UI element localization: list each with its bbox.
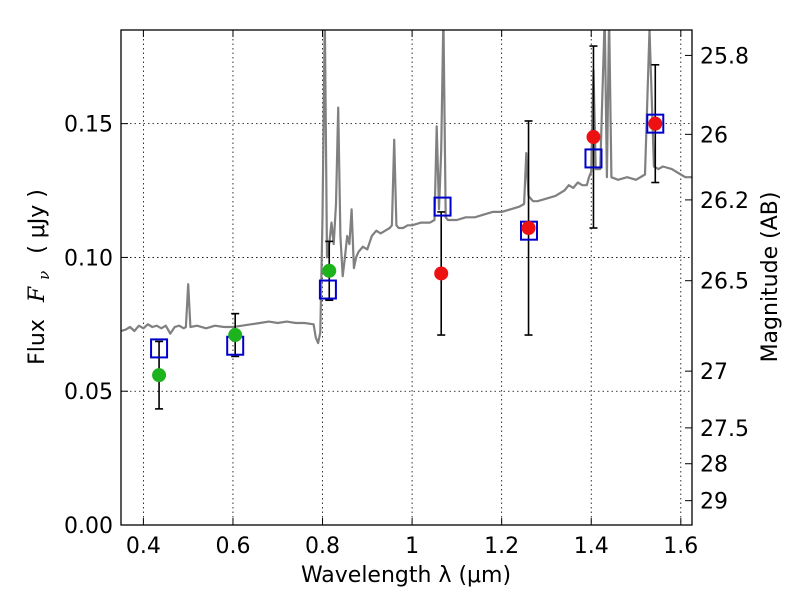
y2-tick-label: 27 <box>700 360 728 385</box>
observed-point <box>521 221 536 235</box>
y2-tick-label: 26.5 <box>700 270 749 295</box>
observed-point <box>228 328 243 343</box>
model-spectrum-line <box>121 30 692 345</box>
plot-frame <box>120 29 693 526</box>
y2-tick-label: 25.8 <box>700 44 749 69</box>
y-tick-label: 0.10 <box>64 246 113 271</box>
x-tick-label: 0.6 <box>215 534 250 559</box>
observed-point <box>586 130 601 145</box>
x-axis-label: Wavelength λ (μm) <box>301 563 511 588</box>
y2-tick-label: 29 <box>700 490 728 515</box>
model-point-box <box>150 338 169 359</box>
y2-tick-label: 26 <box>700 123 728 148</box>
plot-area <box>121 30 692 410</box>
x-tick-label: 0.8 <box>305 534 340 559</box>
y-axis-label-units: ( μJy ) <box>25 189 50 254</box>
y-axis-label: Flux F ν ( μJy ) <box>25 189 55 365</box>
y2-axis-label: Magnitude (AB) <box>758 192 783 363</box>
model-point-box <box>318 279 337 300</box>
model-point-box <box>584 148 603 169</box>
x-tick-label: 1.2 <box>484 534 519 559</box>
model-point-box <box>433 196 452 217</box>
observed-photometry-points <box>152 116 663 383</box>
y2-tick-label: 28 <box>700 453 728 478</box>
x-tick-label: 0.4 <box>126 534 161 559</box>
y-axis-label-symbol: F <box>25 286 50 303</box>
grid <box>121 30 692 526</box>
y2-tick-label: 27.5 <box>700 417 749 442</box>
observed-point <box>648 116 663 131</box>
model-photometry-boxes <box>150 113 665 359</box>
axis-ticks: 0.4 0.6 0.8 1 1.2 1.4 1.6 0.00 0.05 0.10 0.15 25.8 2… <box>64 30 749 559</box>
x-tick-label: 1 <box>405 534 419 559</box>
x-tick-label: 1.4 <box>574 534 609 559</box>
y-axis-label-subscript: ν <box>35 271 53 280</box>
x-tick-label: 1.6 <box>663 534 698 559</box>
y-tick-label: 0.15 <box>64 113 113 138</box>
observed-point <box>322 263 337 278</box>
y-tick-label: 0.05 <box>64 380 113 405</box>
svg-text:Flux F ν ( μ: Flux F ν ( μJy ) <box>25 189 55 365</box>
y-tick-label: 0.00 <box>64 514 113 539</box>
model-point-box <box>646 113 665 134</box>
observed-point <box>152 368 167 383</box>
y-axis-label-prefix: Flux <box>25 319 50 365</box>
y2-tick-label: 26.2 <box>700 189 749 214</box>
observed-point <box>434 266 449 281</box>
